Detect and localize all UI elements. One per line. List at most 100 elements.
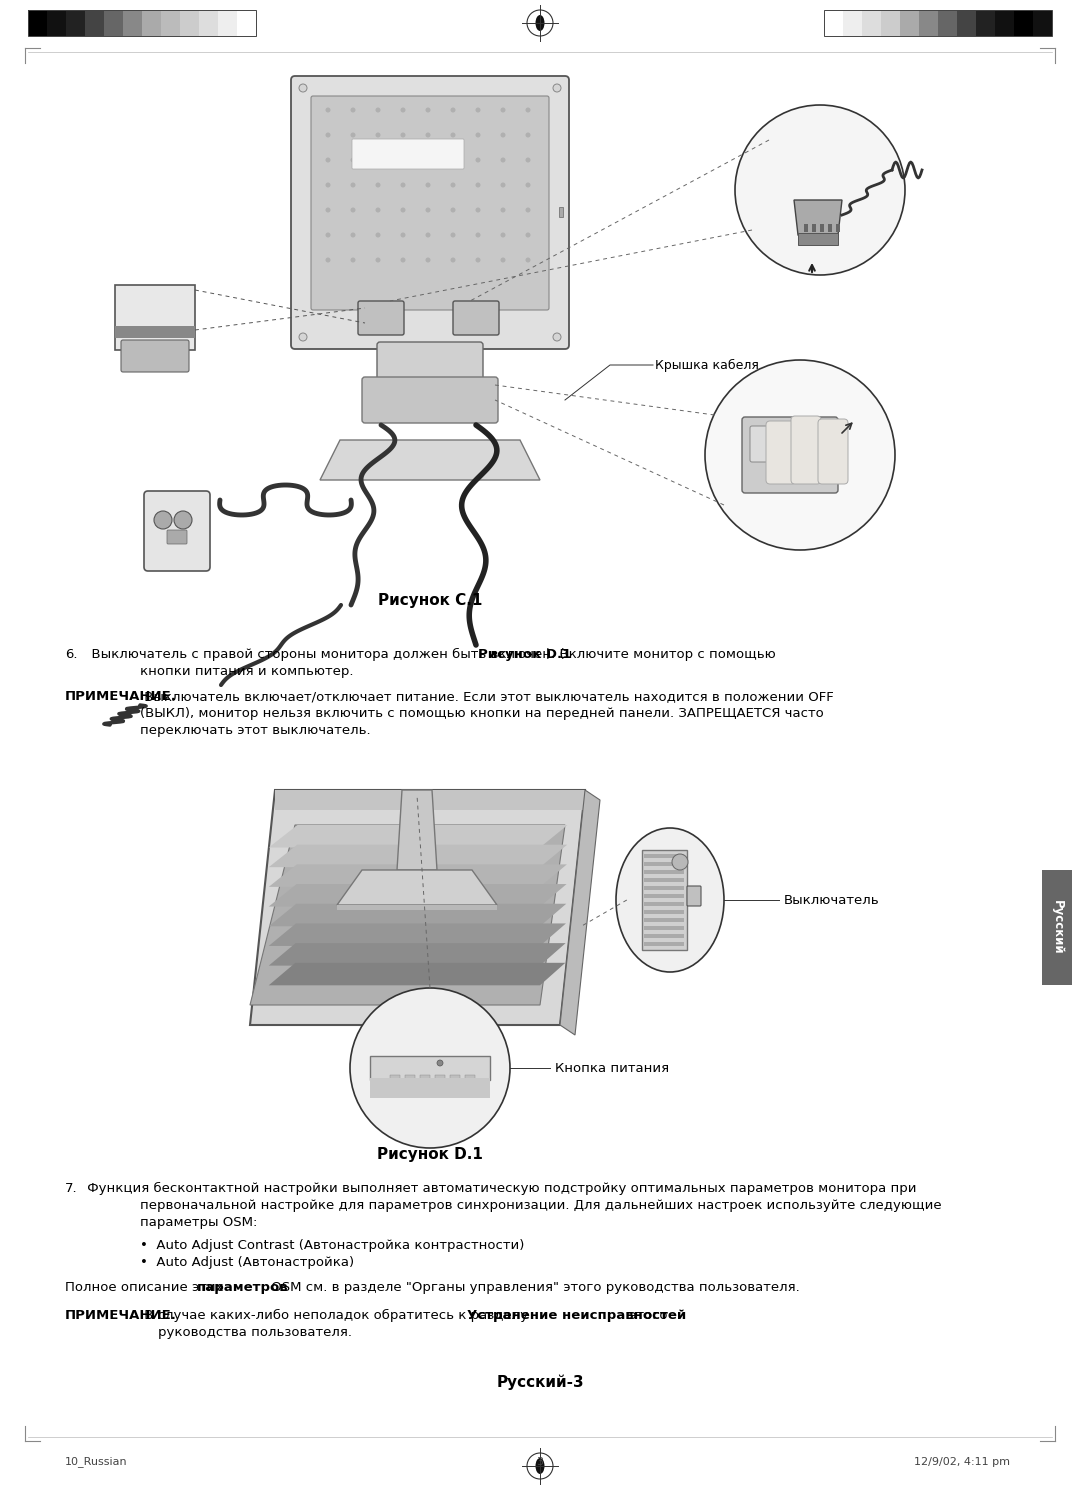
Ellipse shape (536, 1458, 544, 1474)
Bar (465, 1075, 475, 1080)
Text: 7.: 7. (65, 1182, 78, 1196)
Circle shape (526, 183, 530, 188)
Circle shape (376, 133, 380, 137)
Bar (644, 943, 684, 946)
Text: 12/9/02, 4:11 pm: 12/9/02, 4:11 pm (914, 1458, 1010, 1467)
Bar (881, 10, 900, 36)
FancyBboxPatch shape (144, 491, 210, 570)
Bar (644, 879, 684, 881)
Bar (824, 10, 843, 36)
Circle shape (426, 207, 431, 213)
Circle shape (351, 133, 355, 137)
Circle shape (426, 133, 431, 137)
Polygon shape (249, 791, 585, 1024)
Bar (644, 870, 684, 874)
Circle shape (351, 183, 355, 188)
FancyBboxPatch shape (687, 886, 701, 905)
Text: Выключатель: Выключатель (784, 893, 879, 907)
Circle shape (401, 232, 405, 238)
Circle shape (325, 207, 330, 213)
Bar (828, 223, 832, 232)
Text: OSM см. в разделе "Органы управления" этого руководства пользователя.: OSM см. в разделе "Органы управления" эт… (267, 1281, 800, 1294)
Bar (161, 10, 180, 36)
Text: 10_Russian: 10_Russian (65, 1456, 127, 1468)
Polygon shape (269, 904, 566, 926)
FancyBboxPatch shape (121, 339, 189, 372)
Text: ). Включите монитор с помощью: ). Включите монитор с помощью (546, 648, 775, 661)
Circle shape (735, 106, 905, 275)
FancyBboxPatch shape (362, 377, 498, 423)
Circle shape (450, 158, 456, 162)
Bar (812, 223, 816, 232)
Circle shape (401, 133, 405, 137)
Bar (370, 1078, 490, 1097)
Bar (28, 10, 48, 36)
Bar (450, 1075, 460, 1080)
Bar (919, 10, 939, 36)
Text: ПРИМЕЧАНИЕ.: ПРИМЕЧАНИЕ. (65, 689, 177, 703)
Polygon shape (269, 963, 565, 986)
Bar (559, 207, 563, 217)
Text: 3: 3 (537, 1458, 543, 1467)
Bar (843, 10, 862, 36)
Ellipse shape (536, 15, 544, 31)
Bar (123, 10, 141, 36)
Polygon shape (397, 791, 437, 870)
Bar (141, 10, 161, 36)
Circle shape (526, 133, 530, 137)
Bar (644, 902, 684, 905)
Polygon shape (269, 923, 566, 946)
Circle shape (500, 207, 505, 213)
Bar (939, 10, 957, 36)
Polygon shape (275, 791, 585, 810)
Bar (900, 10, 919, 36)
Text: Полное описание этих: Полное описание этих (65, 1281, 228, 1294)
Circle shape (351, 158, 355, 162)
Ellipse shape (616, 828, 724, 972)
Bar (644, 926, 684, 931)
Circle shape (401, 107, 405, 113)
FancyBboxPatch shape (791, 415, 821, 484)
Bar (48, 10, 66, 36)
Bar (836, 223, 840, 232)
FancyBboxPatch shape (766, 421, 796, 484)
Polygon shape (249, 825, 565, 1005)
Circle shape (376, 258, 380, 262)
Circle shape (526, 107, 530, 113)
Circle shape (672, 855, 688, 870)
Polygon shape (269, 825, 567, 847)
Circle shape (500, 133, 505, 137)
FancyBboxPatch shape (742, 417, 838, 493)
Circle shape (475, 107, 481, 113)
Polygon shape (320, 441, 540, 479)
Polygon shape (561, 791, 600, 1035)
Bar (180, 10, 199, 36)
Circle shape (475, 183, 481, 188)
Text: Русский-3: Русский-3 (496, 1374, 584, 1389)
Bar (862, 10, 881, 36)
Circle shape (705, 360, 895, 549)
Circle shape (500, 232, 505, 238)
Bar (237, 10, 256, 36)
Circle shape (426, 107, 431, 113)
Circle shape (475, 158, 481, 162)
Bar (644, 934, 684, 938)
Bar (824, 10, 1052, 36)
Bar (820, 223, 824, 232)
Circle shape (475, 133, 481, 137)
Circle shape (154, 511, 172, 529)
Bar (66, 10, 85, 36)
Text: Кнопка питания: Кнопка питания (555, 1062, 670, 1075)
Circle shape (500, 158, 505, 162)
Circle shape (325, 133, 330, 137)
FancyBboxPatch shape (167, 530, 187, 543)
Text: В случае каких-либо неполадок обратитесь к разделу: В случае каких-либо неполадок обратитесь… (140, 1309, 532, 1322)
Text: Рисунок D.1: Рисунок D.1 (377, 1148, 483, 1163)
Bar (976, 10, 995, 36)
Bar (1032, 10, 1052, 36)
Circle shape (325, 258, 330, 262)
Text: Рисунок D.1: Рисунок D.1 (478, 648, 571, 661)
Bar (644, 886, 684, 890)
FancyBboxPatch shape (453, 301, 499, 335)
Circle shape (325, 107, 330, 113)
